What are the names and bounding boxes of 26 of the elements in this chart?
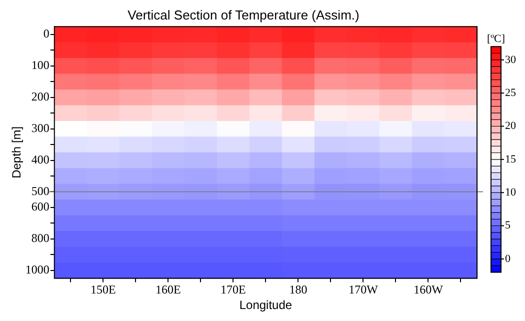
y-tick-label: 800 [31,231,50,246]
x-tick-label: 150E [90,282,116,297]
y-axis-title: Depth [m] [10,126,24,178]
y-tick-label: 600 [31,200,50,214]
y-tick-label: 200 [31,90,50,104]
chart-title: Vertical Section of Temperature (Assim.) [128,7,360,22]
x-tick-label: 160E [156,282,181,297]
color-bar-label: 15 [505,153,516,166]
color-bar-label: 25 [505,86,516,99]
y-tick-label: 1000 [25,262,50,276]
color-bar-label: 0 [505,252,511,265]
y-tick-label: 100 [31,58,50,72]
y-tick-label: 0 [43,26,50,41]
color-bar-label: 10 [505,186,516,198]
x-tick-label: 170W [348,282,379,297]
x-tick-label: 160W [414,282,444,297]
x-tick-label: 170E [220,282,246,297]
color-bar-label: 30 [505,54,516,66]
color-bar-title: [ºC] [486,32,506,45]
y-tick-label: 400 [31,152,50,166]
color-bar-label: 20 [505,120,516,132]
y-tick-label: 500 [31,184,50,198]
x-tick-label: 180 [289,282,308,297]
y-tick-label: 300 [31,120,50,135]
color-bar-label: 5 [505,220,511,232]
x-axis-title: Longitude [239,298,292,312]
